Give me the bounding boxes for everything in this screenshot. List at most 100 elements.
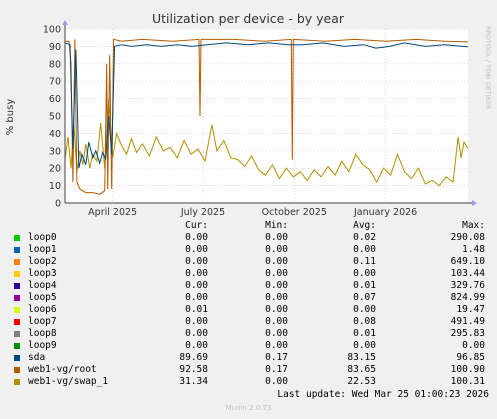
header-avg: Avg: (353, 220, 376, 231)
utilization-chart: Utilization per device - by year % busy … (5, 11, 492, 218)
y-tick-label: 30 (49, 146, 61, 157)
last-update: Last update: Wed Mar 25 01:00:23 2026 (277, 389, 489, 400)
legend-swatch (14, 379, 20, 385)
legend-max-value: 103.44 (450, 268, 485, 279)
legend-swatch (14, 331, 20, 337)
legend-swatch (14, 259, 20, 265)
axes (62, 20, 477, 206)
legend-row: loop6 0.01 0.00 0.00 19.47 (12, 304, 490, 316)
legend-avg-value: 22.53 (347, 376, 376, 387)
x-tick-label: January 2026 (353, 207, 417, 218)
legend-min-value: 0.00 (265, 232, 288, 243)
legend-min-value: 0.17 (265, 364, 288, 375)
x-tick-label: October 2025 (262, 207, 327, 218)
legend-min-value: 0.00 (265, 256, 288, 267)
legend-max-value: 0.00 (462, 340, 485, 351)
legend-row: loop8 0.00 0.00 0.01 295.83 (12, 328, 490, 340)
legend-avg-value: 0.02 (353, 232, 376, 243)
legend-avg-value: 0.07 (353, 292, 376, 303)
legend-max-value: 1.48 (462, 244, 485, 255)
legend-row: loop5 0.00 0.00 0.07 824.99 (12, 292, 490, 304)
y-tick-label: 80 (49, 59, 61, 70)
series-lines (64, 38, 469, 195)
x-tick-label: April 2025 (88, 207, 137, 218)
x-tick-label: July 2025 (180, 207, 225, 218)
legend-swatch (14, 271, 20, 277)
legend-min-value: 0.00 (265, 292, 288, 303)
legend-series-name: loop6 (28, 304, 57, 315)
y-tick-label: 50 (49, 112, 61, 123)
legend-max-value: 100.90 (450, 364, 485, 375)
legend-avg-value: 0.08 (353, 316, 376, 327)
series-line-web1-vg-swap-1 (64, 98, 469, 187)
legend-max-value: 824.99 (450, 292, 485, 303)
legend-cur-value: 0.00 (185, 256, 208, 267)
legend-swatch (14, 247, 20, 253)
legend-header-row: Cur: Min: Avg: Max: (12, 220, 490, 232)
legend-cur-value: 0.00 (185, 340, 208, 351)
legend-series-name: web1-vg/swap_1 (28, 376, 109, 387)
y-tick-labels: 0 10 20 30 40 50 60 70 80 90 100 (43, 25, 61, 210)
legend-swatch (14, 355, 20, 361)
legend-row: sda 89.69 0.17 83.15 96.85 (12, 352, 490, 364)
legend-series-name: loop7 (28, 316, 57, 327)
legend-row: loop9 0.00 0.00 0.00 0.00 (12, 340, 490, 352)
y-tick-label: 10 (49, 181, 61, 192)
legend-series-name: loop0 (28, 232, 57, 243)
y-tick-label: 0 (55, 199, 61, 210)
legend-cur-value: 0.00 (185, 244, 208, 255)
legend-cur-value: 92.58 (179, 364, 208, 375)
series-line-sda (64, 42, 469, 169)
legend-cur-value: 0.00 (185, 292, 208, 303)
y-tick-label: 20 (49, 164, 61, 175)
legend-cur-value: 31.34 (179, 376, 208, 387)
legend-series-name: loop4 (28, 280, 57, 291)
x-axis-arrow-icon (472, 200, 477, 206)
legend-avg-value: 0.11 (353, 256, 376, 267)
legend-max-value: 491.49 (450, 316, 485, 327)
legend-avg-value: 0.00 (353, 340, 376, 351)
legend-row: loop2 0.00 0.00 0.11 649.10 (12, 256, 490, 268)
legend-row: loop1 0.00 0.00 0.00 1.48 (12, 244, 490, 256)
legend-series-name: sda (28, 352, 46, 363)
legend-max-value: 100.31 (450, 376, 485, 387)
legend-row: loop3 0.00 0.00 0.00 103.44 (12, 268, 490, 280)
legend-avg-value: 0.00 (353, 304, 376, 315)
legend-min-value: 0.00 (265, 328, 288, 339)
y-axis-arrow-icon (62, 20, 68, 25)
legend-min-value: 0.00 (265, 304, 288, 315)
legend-max-value: 290.08 (450, 232, 485, 243)
legend-series-name: web1-vg/root (28, 364, 97, 375)
legend-max-value: 295.83 (450, 328, 485, 339)
legend-cur-value: 0.00 (185, 328, 208, 339)
legend-cur-value: 0.00 (185, 268, 208, 279)
y-tick-label: 60 (49, 94, 61, 105)
legend-cur-value: 0.00 (185, 316, 208, 327)
legend-swatch (14, 319, 20, 325)
legend-avg-value: 0.00 (353, 244, 376, 255)
legend-swatch (14, 295, 20, 301)
header-max: Max: (462, 220, 485, 231)
footer-version: Munin 2.0.73 (225, 404, 272, 412)
legend-series-name: loop3 (28, 268, 57, 279)
legend-swatch (14, 307, 20, 313)
legend-series-name: loop8 (28, 328, 57, 339)
legend-max-value: 649.10 (450, 256, 485, 267)
x-tick-labels: April 2025 July 2025 October 2025 January 2… (88, 207, 417, 218)
legend-avg-value: 83.65 (347, 364, 376, 375)
legend-table: Cur: Min: Avg: Max: loop0 0.00 0.00 0.02 290… (12, 220, 490, 388)
y-tick-label: 90 (49, 42, 61, 53)
y-axis-label: % busy (5, 99, 16, 136)
legend-swatch (14, 235, 20, 241)
legend-row: loop0 0.00 0.00 0.02 290.08 (12, 232, 490, 244)
legend-series-name: loop5 (28, 292, 57, 303)
legend-min-value: 0.00 (265, 244, 288, 255)
legend-max-value: 19.47 (456, 304, 485, 315)
legend-min-value: 0.00 (265, 280, 288, 291)
header-cur: Cur: (185, 220, 208, 231)
chart-title: Utilization per device - by year (152, 11, 345, 26)
legend-row: web1-vg/root 92.58 0.17 83.65 100.90 (12, 364, 490, 376)
legend-avg-value: 83.15 (347, 352, 376, 363)
legend-avg-value: 0.01 (353, 328, 376, 339)
y-tick-label: 70 (49, 77, 61, 88)
